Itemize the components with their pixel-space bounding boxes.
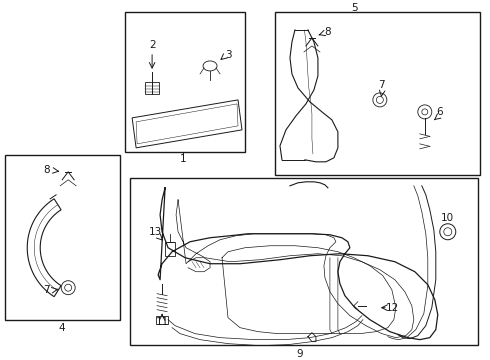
Text: 2: 2 bbox=[149, 40, 155, 50]
Bar bbox=[5, 155, 120, 320]
Bar bbox=[165, 242, 175, 256]
Bar bbox=[156, 316, 168, 324]
Text: 5: 5 bbox=[351, 3, 358, 13]
Bar bbox=[275, 12, 480, 175]
Text: 13: 13 bbox=[148, 227, 162, 237]
Text: 9: 9 bbox=[296, 348, 303, 359]
Text: 3: 3 bbox=[225, 50, 231, 60]
Text: 1: 1 bbox=[180, 154, 186, 164]
Bar bbox=[130, 178, 478, 345]
Text: 6: 6 bbox=[437, 107, 443, 117]
Text: 8: 8 bbox=[324, 27, 331, 37]
Bar bbox=[145, 82, 159, 94]
Text: 4: 4 bbox=[59, 323, 66, 333]
Text: 7: 7 bbox=[379, 80, 385, 90]
Text: 7: 7 bbox=[43, 285, 49, 295]
Text: 11: 11 bbox=[155, 317, 169, 327]
Bar bbox=[125, 12, 245, 152]
Text: 10: 10 bbox=[441, 213, 454, 223]
Text: 8: 8 bbox=[43, 165, 49, 175]
Text: 12: 12 bbox=[386, 303, 399, 313]
